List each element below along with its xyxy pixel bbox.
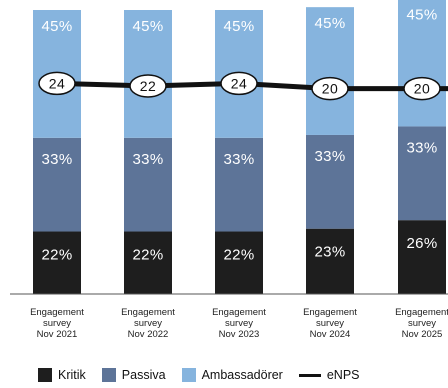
legend-item-passiva: Passiva [101, 368, 166, 382]
segment-label-ambassadorer-4: 45% [315, 15, 346, 32]
category-label-1-line-3: Nov 2021 [37, 329, 78, 340]
category-label-5-line-1: Engagement [395, 307, 448, 318]
segment-label-passiva-1: 33% [42, 151, 73, 168]
category-label-4-line-2: survey [316, 318, 344, 329]
legend-label-enps: eNPS [326, 368, 360, 382]
bar-segment-passiva-2 [124, 137, 172, 232]
legend-label-kritik: Kritik [58, 368, 86, 382]
category-label-2-line-2: survey [134, 318, 162, 329]
enps-label-1: 24 [49, 75, 66, 91]
category-label-2-line-3: Nov 2022 [128, 329, 169, 340]
segment-label-kritik-2: 22% [133, 247, 164, 264]
enps-marker-1: 24 [38, 71, 76, 96]
bar-segment-passiva-3 [215, 137, 263, 232]
enps-point-1 [38, 71, 76, 96]
category-label-4-line-3: Nov 2024 [310, 329, 351, 340]
bar-segment-kritik-4 [306, 228, 354, 294]
segment-label-layer: 22% 33% 45% 22% 33% 45% 22% 33% 45% 23% 33% 45% 26% 3… [42, 7, 438, 264]
enps-marker-4: 20 [311, 76, 349, 101]
segment-label-passiva-5: 33% [407, 139, 438, 156]
bar-segment-passiva-1 [33, 137, 81, 232]
enps-point-5 [403, 76, 441, 101]
bar-segment-kritik-1 [33, 231, 81, 294]
legend-label-ambassadorer: Ambassadörer [201, 368, 283, 382]
legend-swatch-kritik [38, 368, 52, 382]
bar-segment-kritik-2 [124, 231, 172, 294]
enps-point-2 [129, 74, 167, 98]
enps-label-4: 20 [322, 81, 339, 97]
legend-swatch-passiva [101, 368, 116, 382]
enps-point-4 [311, 76, 349, 101]
segment-label-kritik-5: 26% [407, 235, 438, 252]
legend-label-passiva: Passiva [121, 368, 166, 382]
legend-item-enps: eNPS [298, 368, 360, 382]
segment-label-ambassadorer-1: 45% [42, 18, 73, 35]
legend-swatch-enps [298, 373, 321, 377]
bar-segment-passiva-5 [398, 126, 446, 221]
enps-label-3: 24 [231, 75, 248, 91]
legend: Kritik Passiva Ambassadörer eNPS [38, 367, 360, 383]
category-label-3-line-1: Engagement [212, 307, 266, 318]
category-label-2-line-1: Engagement [121, 307, 175, 318]
segment-label-kritik-1: 22% [42, 247, 73, 264]
enps-marker-2: 22 [129, 74, 167, 98]
segment-label-ambassadorer-5: 45% [407, 7, 438, 24]
enps-marker-5: 20 [403, 76, 441, 101]
segment-label-passiva-3: 33% [224, 151, 255, 168]
bar-segment-ambassadorer-2 [124, 10, 172, 138]
category-label-3-line-3: Nov 2023 [219, 329, 260, 340]
bar-segment-passiva-4 [306, 134, 354, 229]
enps-line-layer: 24 22 24 20 20 [38, 71, 448, 101]
segment-label-ambassadorer-3: 45% [224, 18, 255, 35]
bar-layer [33, 0, 446, 294]
legend-swatch-ambassadorer [181, 368, 196, 382]
category-label-1-line-2: survey [43, 318, 71, 329]
legend-item-ambassadorer: Ambassadörer [181, 368, 283, 382]
enps-marker-3: 24 [220, 71, 258, 96]
category-label-5-line-3: Nov 2025 [402, 329, 443, 340]
legend-item-kritik: Kritik [38, 368, 86, 382]
segment-label-passiva-4: 33% [315, 148, 346, 165]
enps-label-2: 22 [140, 78, 157, 94]
bar-segment-kritik-3 [215, 231, 263, 294]
category-label-1-line-1: Engagement [30, 307, 84, 318]
category-label-5-line-2: survey [408, 318, 436, 329]
bar-segment-kritik-5 [398, 220, 446, 294]
segment-label-kritik-3: 22% [224, 247, 255, 264]
bar-segment-ambassadorer-5 [398, 0, 446, 127]
enps-label-5: 20 [414, 81, 431, 97]
bar-segment-ambassadorer-4 [306, 7, 354, 135]
segment-label-ambassadorer-2: 45% [133, 18, 164, 35]
category-label-3-line-2: survey [225, 318, 253, 329]
category-label-4-line-1: Engagement [303, 307, 357, 318]
enps-point-3 [220, 71, 258, 96]
segment-label-passiva-2: 33% [133, 151, 164, 168]
segment-label-kritik-4: 23% [315, 244, 346, 261]
